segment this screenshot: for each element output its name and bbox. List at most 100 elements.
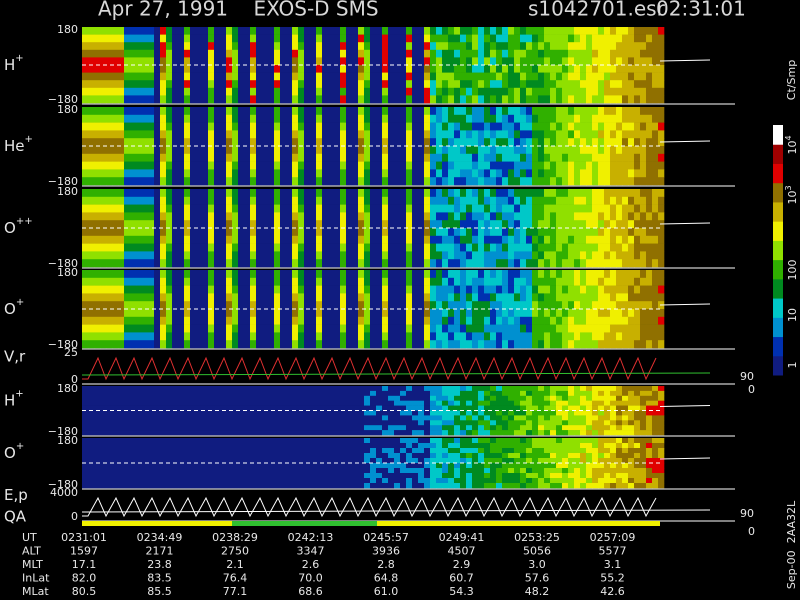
spectrogram-cell bbox=[382, 72, 389, 81]
spectrogram-cell bbox=[184, 251, 191, 260]
spectrogram-cell bbox=[628, 114, 635, 123]
spectrogram-cell bbox=[190, 189, 197, 198]
spectrogram-cell bbox=[364, 324, 371, 333]
spectrogram-cell bbox=[418, 114, 425, 123]
spectrogram-cell bbox=[592, 324, 599, 333]
spectrogram-cell bbox=[136, 196, 143, 205]
spectrogram-cell bbox=[466, 235, 473, 244]
spectrogram-cell bbox=[208, 196, 215, 205]
spectrogram-cell bbox=[148, 87, 155, 96]
spectrogram-cell bbox=[190, 114, 197, 123]
spectrogram-cell bbox=[376, 153, 383, 162]
spectrogram-cell bbox=[250, 80, 257, 89]
spectrogram-cell bbox=[172, 49, 179, 58]
spectrogram-cell bbox=[292, 80, 299, 89]
spectrogram-cell bbox=[130, 443, 137, 449]
spectrogram-cell bbox=[304, 251, 311, 260]
spectrogram-cell bbox=[550, 114, 557, 123]
spectrogram-cell bbox=[466, 80, 473, 89]
spectrogram-cell bbox=[508, 243, 515, 252]
spectrogram-cell bbox=[424, 72, 431, 81]
spectrogram-cell bbox=[376, 220, 383, 229]
spectrogram-cell bbox=[262, 332, 269, 341]
spectrogram-cell bbox=[562, 27, 569, 35]
spectrogram-cell bbox=[184, 285, 191, 294]
spectrogram-cell bbox=[538, 34, 545, 43]
spectrogram-cell bbox=[478, 420, 485, 426]
spectrogram-cell bbox=[394, 235, 401, 244]
spectrogram-cell bbox=[328, 42, 335, 51]
spectrogram-cell bbox=[484, 114, 491, 123]
spectrogram-cell bbox=[508, 138, 515, 147]
spectrogram-cell bbox=[256, 420, 263, 426]
spectrogram-cell bbox=[604, 107, 611, 116]
spectrogram-cell bbox=[208, 386, 215, 392]
spectrogram-cell bbox=[496, 65, 503, 73]
spectrogram-cell bbox=[430, 316, 437, 325]
spectrogram-cell bbox=[472, 34, 479, 43]
spectrogram-cell bbox=[364, 114, 371, 123]
spectrogram-cell bbox=[520, 107, 527, 116]
spectrogram-cell bbox=[154, 405, 161, 411]
spectrogram-cell bbox=[238, 430, 245, 436]
spectrogram-cell bbox=[592, 293, 599, 302]
spectrogram-cell bbox=[628, 400, 635, 406]
spectrogram-cell bbox=[658, 146, 665, 155]
spectrogram-cell bbox=[382, 293, 389, 302]
spectrogram-cell bbox=[346, 122, 353, 131]
spectrogram-cell bbox=[418, 277, 425, 286]
spectrogram-cell bbox=[586, 153, 593, 162]
spectrogram-cell bbox=[328, 228, 335, 237]
spectrogram-cell bbox=[646, 72, 653, 81]
spectrogram-cell bbox=[340, 415, 347, 421]
spectrogram-cell bbox=[586, 161, 593, 170]
spectrogram-cell bbox=[580, 212, 587, 221]
spectrogram-cell bbox=[88, 386, 95, 392]
spectrogram-cell bbox=[628, 430, 635, 436]
file-name: s1042701.esr bbox=[528, 0, 666, 21]
spectrogram-cell bbox=[106, 478, 113, 484]
spectrogram-cell bbox=[118, 80, 125, 89]
spectrogram-cell bbox=[358, 309, 365, 318]
spectrogram-cell bbox=[490, 228, 497, 237]
spectrogram-cell bbox=[538, 228, 545, 237]
spectrogram-cell bbox=[430, 235, 437, 244]
spectrogram-cell bbox=[502, 332, 509, 341]
spectrogram-cell bbox=[442, 324, 449, 333]
spectrogram-cell bbox=[616, 87, 623, 96]
spectrogram-cell bbox=[166, 49, 173, 58]
spectrogram-cell bbox=[478, 405, 485, 411]
spectrogram-cell bbox=[640, 270, 647, 279]
spectrogram-cell bbox=[550, 138, 557, 147]
spectrogram-cell bbox=[478, 153, 485, 162]
spectrogram-cell bbox=[286, 107, 293, 116]
spectrogram-cell bbox=[538, 87, 545, 96]
spectrogram-cell bbox=[622, 80, 629, 89]
spectrogram-cell bbox=[478, 161, 485, 170]
spectrogram-cell bbox=[328, 196, 335, 205]
spectrogram-cell bbox=[646, 220, 653, 229]
spectrogram-cell bbox=[454, 270, 461, 279]
spectrogram-cell bbox=[442, 95, 449, 104]
spectrogram-cell bbox=[160, 410, 167, 416]
spectrogram-cell bbox=[400, 114, 407, 123]
spectrogram-cell bbox=[136, 395, 143, 401]
spectrogram-cell bbox=[376, 340, 383, 349]
spectrogram-cell bbox=[652, 425, 659, 431]
spectrogram-cell bbox=[562, 309, 569, 318]
spectrogram-cell bbox=[160, 270, 167, 279]
spectrogram-cell bbox=[130, 270, 137, 279]
spectrogram-cell bbox=[394, 259, 401, 268]
spectrogram-cell bbox=[184, 309, 191, 318]
spectrogram-cell bbox=[94, 293, 101, 302]
spectrogram-cell bbox=[616, 316, 623, 325]
spectrogram-cell bbox=[214, 243, 221, 252]
spectrogram-cell bbox=[610, 161, 617, 170]
spectrogram-cell bbox=[118, 473, 125, 479]
spectrogram-cell bbox=[556, 410, 563, 416]
spectrogram-cell bbox=[322, 95, 329, 104]
spectrogram-cell bbox=[382, 177, 389, 186]
spectrogram-cell bbox=[478, 251, 485, 260]
spectrogram-cell bbox=[292, 293, 299, 302]
spectrogram-cell bbox=[184, 415, 191, 421]
